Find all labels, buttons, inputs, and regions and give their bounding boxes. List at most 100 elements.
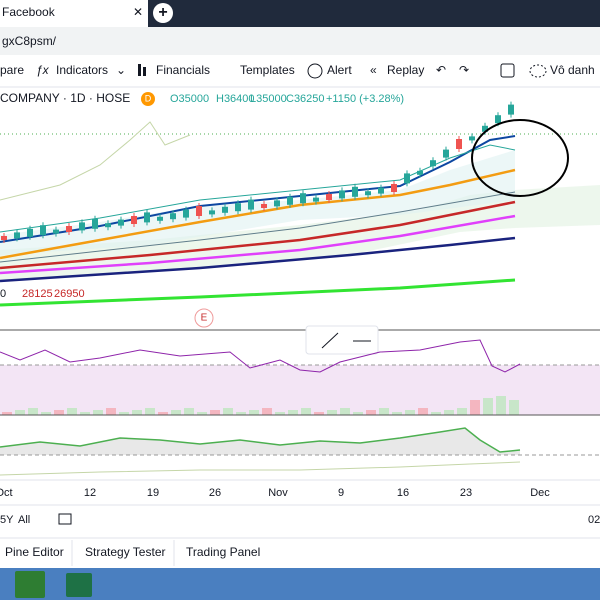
ma-fast: [0, 135, 516, 243]
volume-bar: [379, 408, 389, 415]
ma-red: [0, 200, 516, 270]
time: 02: [588, 514, 600, 526]
date-range-icon[interactable]: [58, 513, 72, 525]
compare-button[interactable]: pare: [0, 63, 24, 77]
candle: [53, 229, 59, 234]
volume-bar: [405, 410, 415, 415]
excel-icon[interactable]: [66, 573, 92, 597]
volume-bar: [340, 408, 350, 415]
panel-tab[interactable]: Pine Editor: [5, 545, 64, 559]
close: C36250: [286, 93, 325, 105]
x-axis-label: 12: [84, 487, 96, 499]
earnings-marker[interactable]: [194, 308, 214, 328]
volume-bar: [67, 408, 77, 415]
x-axis-label: 26: [209, 487, 221, 499]
volume-bar: [392, 412, 402, 415]
undo[interactable]: ↶: [436, 63, 446, 77]
indicator-value: 28125: [22, 288, 53, 300]
volume-bar: [444, 410, 454, 415]
tab-close[interactable]: ✕: [133, 5, 143, 19]
ma-orange: [0, 168, 516, 260]
candle: [235, 203, 241, 212]
volume-bar: [314, 412, 324, 415]
indicators-button[interactable]: Indicators: [56, 63, 108, 77]
candle: [443, 149, 449, 158]
range-5y[interactable]: 5Y: [0, 514, 14, 526]
candle: [274, 200, 280, 207]
candle: [313, 197, 319, 202]
candle: [66, 226, 72, 232]
candle: [430, 160, 436, 167]
candle: [495, 115, 501, 124]
x-axis-label: 19: [147, 487, 159, 499]
redo[interactable]: ↷: [459, 63, 469, 77]
candle: [79, 222, 85, 231]
fullscreen[interactable]: [500, 63, 515, 78]
volume-bar: [288, 410, 298, 415]
earnings-label: E: [201, 313, 208, 324]
candle: [482, 125, 488, 132]
volume-bar: [301, 408, 311, 415]
volume-bar: [80, 412, 90, 415]
volume-bar: [275, 412, 285, 415]
x-axis-label: Oct: [0, 487, 13, 499]
x-axis-label: 23: [460, 487, 472, 499]
volume-bar: [327, 410, 337, 415]
address-bar[interactable]: [0, 27, 600, 55]
dropdown-icon[interactable]: ⌄: [116, 63, 126, 77]
templates-button[interactable]: Templates: [240, 63, 295, 77]
candle: [352, 186, 358, 197]
volume-bar: [197, 412, 207, 415]
volume-bar: [106, 408, 116, 415]
high: H36400: [216, 93, 255, 105]
volume-bar: [158, 412, 168, 415]
financials-icon: [143, 67, 146, 76]
olive-line: [0, 121, 191, 201]
new-tab[interactable]: [153, 3, 173, 23]
volume-bar: [249, 410, 259, 415]
panel-tab[interactable]: Trading Panel: [186, 545, 260, 559]
drawing-toolbar[interactable]: [305, 325, 379, 355]
financials-button[interactable]: Financials: [156, 63, 210, 77]
candle: [196, 206, 202, 216]
replay-button[interactable]: Replay: [387, 63, 424, 77]
panel-tab[interactable]: Strategy Tester: [85, 545, 165, 559]
url: gxC8psm/: [2, 34, 57, 48]
osc-area: [0, 428, 520, 455]
range-all[interactable]: All: [18, 514, 30, 526]
volume: [2, 396, 519, 415]
fx-icon: ƒx: [36, 63, 50, 77]
badge: [141, 92, 155, 106]
volume-bar: [262, 408, 272, 415]
layout-name[interactable]: Vô danh: [550, 63, 595, 77]
candle: [417, 170, 423, 175]
candle: [170, 213, 176, 220]
candle: [508, 104, 514, 115]
ma-navy: [0, 236, 516, 283]
candle: [92, 218, 98, 229]
open: O35000: [170, 93, 209, 105]
volume-bar: [93, 410, 103, 415]
volume-bar: [483, 398, 493, 415]
candle: [287, 196, 293, 205]
candle: [261, 204, 267, 208]
candle: [40, 225, 46, 236]
low: L35000: [250, 93, 287, 105]
x-axis-label: 16: [397, 487, 409, 499]
volume-bar: [210, 410, 220, 415]
volume-bar: [41, 412, 51, 415]
candle: [144, 212, 150, 223]
alert-icon: [307, 63, 323, 79]
candle: [14, 232, 20, 239]
tab-title: Facebook: [2, 5, 56, 19]
alert-button[interactable]: Alert: [327, 63, 352, 77]
line-tool[interactable]: [321, 332, 339, 349]
tab[interactable]: [0, 0, 148, 27]
volume-bar: [223, 408, 233, 415]
candle: [365, 191, 371, 196]
volume-bar: [184, 408, 194, 415]
x-axis-label: Dec: [530, 487, 550, 499]
ma-magenta: [0, 214, 516, 275]
app-icon[interactable]: [15, 571, 45, 598]
